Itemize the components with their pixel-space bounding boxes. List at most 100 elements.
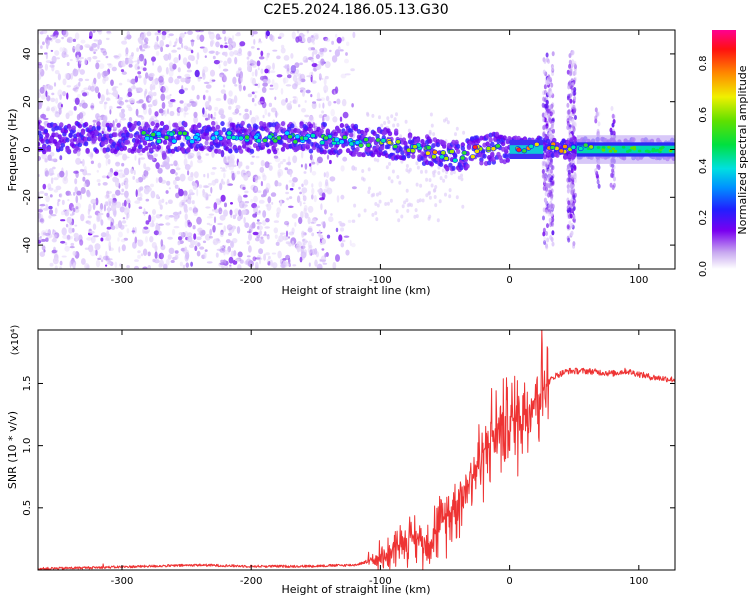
spectrogram-speckle — [47, 183, 52, 190]
spectrogram-speckle — [78, 78, 83, 82]
spectrogram-speckle — [448, 194, 452, 199]
spectrogram-speckle — [185, 236, 189, 241]
spectrogram-burst — [570, 174, 574, 180]
spectrogram-burst — [542, 227, 546, 233]
spectrogram-speckle — [107, 171, 113, 178]
spectrogram-ridge — [370, 152, 376, 158]
spectrogram-speckle — [328, 216, 334, 223]
spectrogram-speckle — [160, 239, 164, 247]
spectrogram-speckle — [137, 87, 143, 93]
spectrogram-speckle — [234, 108, 240, 114]
spectrogram-speckle — [309, 154, 313, 161]
spectrogram-burst — [569, 198, 573, 204]
spectrogram-speckle — [133, 169, 136, 176]
spectrogram-speckle — [323, 77, 327, 86]
colorbar-tick-label: 0.4 — [698, 158, 709, 174]
colorbar-tick-label: 0.6 — [698, 107, 709, 123]
spectrogram-speckle — [168, 187, 171, 190]
spectrogram-burst — [569, 98, 573, 104]
spectrogram-burst — [568, 53, 572, 59]
spectrogram-speckle — [229, 158, 235, 167]
spectrogram-burst — [551, 230, 555, 236]
spectrogram-speckle — [252, 213, 257, 218]
spectrogram-peak — [596, 146, 601, 149]
spectrogram-speckle — [275, 110, 278, 118]
spectrogram-speckle — [72, 87, 77, 91]
spectrogram-speckle — [215, 41, 220, 48]
spectrogram-peak — [262, 137, 268, 143]
spectrogram-peak — [189, 139, 195, 145]
spectrogram-speckle — [396, 175, 400, 179]
spectrogram-speckle — [240, 184, 246, 191]
spectrogram-speckle — [300, 78, 306, 83]
spectrogram-speckle — [302, 37, 306, 42]
spectrogram-speckle — [251, 63, 257, 68]
spectrogram-speckle — [250, 116, 257, 124]
spectrogram-speckle — [143, 226, 149, 230]
spectrogram-ridge — [479, 135, 484, 141]
spectrogram-burst — [567, 200, 571, 206]
spectrogram-speckle — [286, 102, 293, 111]
spectrogram-speckle — [123, 237, 128, 241]
spectrogram-speckle — [139, 193, 143, 198]
spectrogram-speckle — [156, 35, 159, 42]
spectrogram-speckle — [335, 227, 339, 233]
spectrogram-speckle — [38, 61, 42, 66]
spectrogram-speckle — [69, 260, 72, 268]
spectrogram-speckle — [251, 71, 255, 77]
spectrogram-speckle — [184, 73, 191, 78]
spectrogram-speckle — [148, 107, 152, 116]
spectrogram-speckle — [190, 240, 196, 246]
spectrogram-speckle — [233, 250, 237, 257]
spectrogram-speckle — [373, 157, 377, 162]
spectrogram-speckle — [74, 32, 80, 40]
spectrogram-speckle — [46, 95, 51, 102]
spectrogram-speckle — [230, 250, 234, 257]
spectrogram-speckle — [248, 171, 251, 177]
spectrogram-ridge — [401, 154, 407, 160]
spectrogram-speckle — [214, 208, 219, 214]
spectrogram-speckle — [309, 163, 312, 167]
spectrogram-ridge — [135, 134, 140, 140]
spectrogram-speckle — [268, 255, 271, 260]
spectrogram-speckle — [254, 94, 257, 99]
spectrogram-speckle — [296, 30, 300, 34]
spectrogram-speckle — [217, 222, 223, 226]
spectrogram-speckle — [406, 203, 410, 208]
spectrogram-speckle — [311, 183, 314, 188]
spectrogram-speckle — [134, 155, 137, 161]
spectrogram-speckle — [299, 200, 302, 207]
spectrogram-ridge — [217, 149, 222, 154]
spectrogram-speckle — [134, 200, 141, 204]
spectrogram-speckle — [225, 239, 231, 244]
spectrogram-speckle — [157, 30, 161, 33]
spectrogram-speckle — [354, 166, 357, 171]
spectrogram-speckle — [40, 45, 43, 49]
spectrogram-speckle — [115, 161, 121, 167]
spectrogram-ridge — [156, 144, 162, 150]
spectrogram-speckle — [134, 236, 138, 244]
spectrogram-ridge — [325, 128, 331, 134]
spectrogram-speckle — [326, 187, 333, 195]
spectrogram-speckle — [313, 49, 318, 55]
spectrogram-speckle — [209, 32, 214, 34]
spectrogram-speckle — [118, 100, 125, 106]
spectrogram-speckle — [115, 92, 119, 98]
spectrogram-speckle — [185, 262, 189, 268]
spectrogram-speckle — [320, 255, 327, 263]
spectrogram-speckle — [60, 210, 65, 216]
spectrogram-speckle — [83, 183, 87, 188]
spectrogram-speckle — [191, 181, 196, 187]
spectrogram-speckle — [205, 84, 212, 89]
spectrogram-speckle — [152, 84, 156, 90]
spectrogram-speckle — [242, 173, 249, 178]
spectrogram-speckle — [129, 54, 134, 60]
spectrogram-speckle — [66, 92, 69, 100]
spectrogram-speckle — [219, 74, 224, 78]
spectrogram-burst — [568, 59, 572, 65]
spectrogram-speckle — [310, 221, 315, 224]
spectrogram-speckle — [428, 129, 432, 134]
spectrogram-speckle — [265, 252, 270, 256]
spectrogram-speckle — [228, 256, 234, 264]
spectrogram-ridge — [349, 128, 354, 134]
